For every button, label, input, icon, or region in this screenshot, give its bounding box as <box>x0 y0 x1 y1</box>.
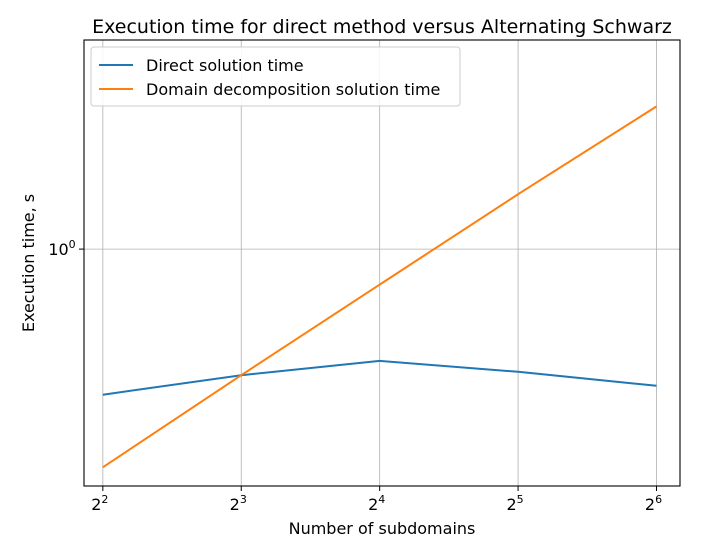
x-tick-exponent: 2 <box>101 493 108 506</box>
x-tick-label: 25 <box>506 493 523 514</box>
y-axis-label: Execution time, s <box>19 194 38 332</box>
y-tick-exponent: 0 <box>69 238 76 251</box>
legend-label-direct: Direct solution time <box>146 56 304 75</box>
x-tick-label: 23 <box>230 493 247 514</box>
series-line-0 <box>102 359 657 396</box>
x-tick-exponent: 4 <box>378 493 385 506</box>
y-tick-label: 100 <box>48 238 75 259</box>
legend: Direct solution time Domain decompositio… <box>90 46 461 107</box>
x-tick-exponent: 3 <box>240 493 247 506</box>
plot-frame <box>83 39 681 487</box>
legend-box <box>90 46 461 107</box>
legend-label-domain: Domain decomposition solution time <box>146 80 440 99</box>
chart-title: Execution time for direct method versus … <box>92 16 672 38</box>
x-ticks: 22 23 24 25 26 <box>91 486 662 514</box>
x-tick-label: 24 <box>368 493 385 514</box>
x-tick-label: 22 <box>91 493 108 514</box>
series-lines <box>102 105 658 469</box>
x-tick-exponent: 5 <box>517 493 524 506</box>
grid <box>84 40 680 486</box>
x-tick-label: 26 <box>645 493 662 514</box>
x-tick-exponent: 6 <box>655 493 662 506</box>
y-ticks: 100 <box>48 238 84 259</box>
x-axis-label: Number of subdomains <box>289 519 476 538</box>
series-line-1 <box>102 105 658 469</box>
